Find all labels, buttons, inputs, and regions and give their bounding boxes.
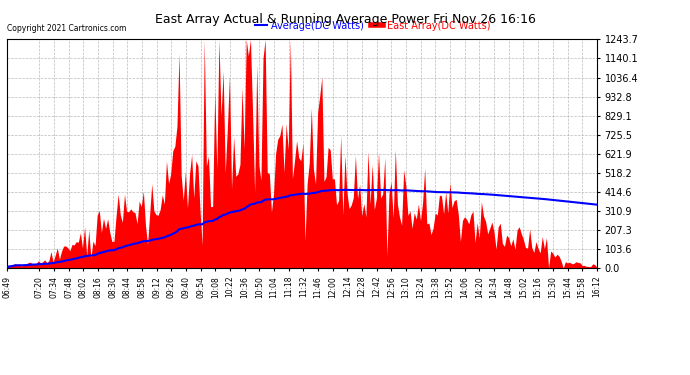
Text: East Array Actual & Running Average Power Fri Nov 26 16:16: East Array Actual & Running Average Powe… [155,13,535,26]
Legend: Average(DC Watts), East Array(DC Watts): Average(DC Watts), East Array(DC Watts) [251,17,494,34]
Text: Copyright 2021 Cartronics.com: Copyright 2021 Cartronics.com [7,24,126,33]
